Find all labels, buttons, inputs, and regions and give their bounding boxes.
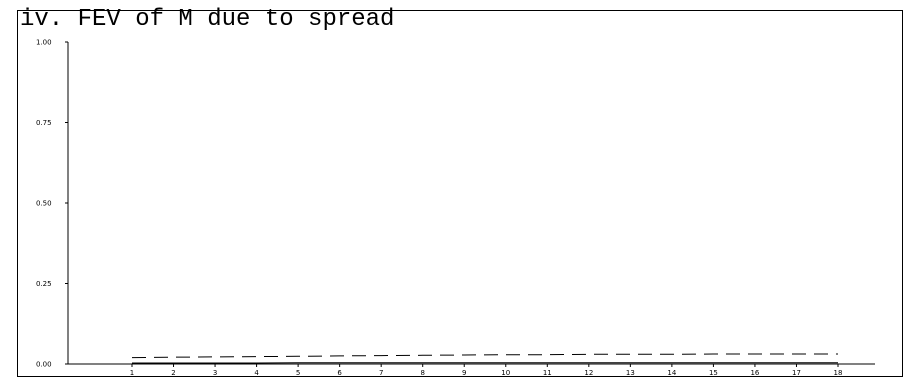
x-tick-label: 14 [667,369,676,377]
x-tick-label: 9 [462,369,466,377]
y-tick-label: 0.00 [36,361,52,369]
x-tick-label: 6 [337,369,342,377]
x-tick-label: 8 [420,369,424,377]
x-tick-label: 18 [834,369,843,377]
y-tick-label: 0.25 [36,280,52,288]
x-tick-label: 16 [750,369,759,377]
x-tick-label: 5 [296,369,300,377]
series-line-dashed [131,353,838,359]
chart-title: iv. FEV of M due to spread [20,6,395,33]
y-axis-ticks: 0.00 0.25 0.50 0.75 1.00 [36,39,68,369]
chart-series [131,353,838,364]
x-tick-label: 7 [379,369,383,377]
x-tick-label: 1 [130,369,134,377]
x-tick-label: 15 [709,369,718,377]
x-axis-ticks: 1 2 3 4 5 6 7 8 9 10 11 12 13 14 15 16 17 18 [130,364,843,377]
chart-axes [67,42,875,365]
x-tick-label: 10 [501,369,510,377]
x-tick-label: 11 [543,369,552,377]
x-tick-label: 3 [213,369,217,377]
x-tick-label: 12 [584,369,593,377]
x-tick-label: 13 [626,369,635,377]
y-tick-label: 0.75 [36,119,52,127]
x-tick-label: 17 [792,369,801,377]
chart-frame [17,10,903,377]
x-tick-label: 4 [254,369,259,377]
x-tick-label: 2 [171,369,175,377]
y-tick-label: 1.00 [36,39,52,47]
y-tick-label: 0.50 [36,200,52,208]
